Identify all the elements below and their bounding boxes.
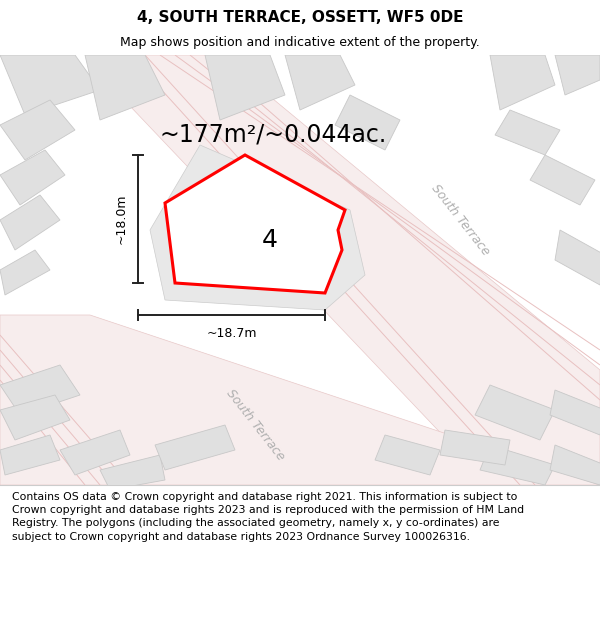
Polygon shape (0, 250, 50, 295)
Polygon shape (480, 445, 555, 485)
Text: South Terrace: South Terrace (223, 387, 287, 463)
Text: ~18.0m: ~18.0m (115, 194, 128, 244)
Polygon shape (0, 55, 100, 115)
Polygon shape (0, 435, 60, 475)
Polygon shape (205, 55, 285, 120)
Polygon shape (110, 55, 600, 485)
Text: 4, SOUTH TERRACE, OSSETT, WF5 0DE: 4, SOUTH TERRACE, OSSETT, WF5 0DE (137, 10, 463, 25)
Text: Map shows position and indicative extent of the property.: Map shows position and indicative extent… (120, 36, 480, 49)
Polygon shape (550, 390, 600, 435)
Polygon shape (555, 230, 600, 285)
Polygon shape (155, 425, 235, 470)
Polygon shape (0, 150, 65, 205)
Polygon shape (85, 55, 165, 120)
Polygon shape (490, 55, 555, 110)
Polygon shape (60, 430, 130, 475)
Polygon shape (0, 395, 70, 440)
Polygon shape (335, 95, 400, 150)
Text: Contains OS data © Crown copyright and database right 2021. This information is : Contains OS data © Crown copyright and d… (12, 492, 524, 542)
Polygon shape (555, 55, 600, 95)
Polygon shape (495, 110, 560, 155)
Polygon shape (165, 155, 345, 293)
Text: South Terrace: South Terrace (428, 182, 492, 258)
Text: 4: 4 (262, 228, 278, 252)
Polygon shape (475, 385, 555, 440)
Polygon shape (150, 145, 365, 310)
Polygon shape (285, 55, 355, 110)
Polygon shape (0, 195, 60, 250)
Polygon shape (550, 445, 600, 485)
Polygon shape (0, 365, 80, 415)
Text: ~18.7m: ~18.7m (206, 327, 257, 340)
Polygon shape (530, 155, 595, 205)
Polygon shape (0, 315, 600, 485)
Text: ~177m²/~0.044ac.: ~177m²/~0.044ac. (160, 123, 387, 147)
Polygon shape (0, 100, 75, 160)
Polygon shape (440, 430, 510, 465)
Polygon shape (375, 435, 440, 475)
Polygon shape (100, 455, 165, 490)
